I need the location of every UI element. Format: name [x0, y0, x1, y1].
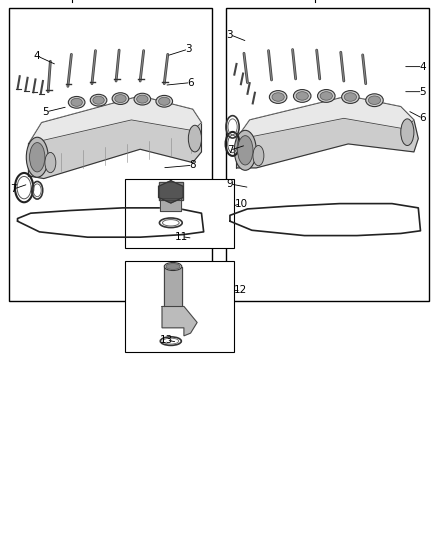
Text: 4: 4 — [419, 62, 426, 71]
Ellipse shape — [272, 93, 284, 101]
Polygon shape — [159, 182, 183, 200]
Polygon shape — [28, 96, 201, 144]
Text: 5: 5 — [42, 107, 49, 117]
Text: 11: 11 — [175, 232, 188, 241]
Text: 6: 6 — [419, 114, 426, 123]
Text: 10: 10 — [234, 199, 247, 208]
Bar — [9, 8, 212, 301]
Polygon shape — [159, 181, 183, 203]
Text: 7: 7 — [10, 184, 17, 194]
Ellipse shape — [45, 152, 56, 173]
Ellipse shape — [401, 119, 414, 146]
Bar — [125, 261, 234, 352]
Ellipse shape — [115, 95, 126, 102]
Polygon shape — [160, 198, 181, 211]
Text: 13: 13 — [160, 335, 173, 345]
Ellipse shape — [164, 263, 182, 271]
Text: 3: 3 — [185, 44, 192, 54]
Ellipse shape — [188, 125, 201, 152]
Ellipse shape — [93, 96, 104, 104]
Ellipse shape — [234, 131, 256, 171]
Ellipse shape — [134, 93, 151, 105]
Ellipse shape — [159, 97, 170, 106]
Polygon shape — [237, 96, 418, 168]
Polygon shape — [162, 306, 197, 336]
Polygon shape — [164, 266, 182, 306]
Bar — [226, 8, 429, 301]
Ellipse shape — [253, 146, 264, 166]
Ellipse shape — [344, 93, 357, 101]
Ellipse shape — [137, 95, 148, 103]
Ellipse shape — [237, 136, 253, 165]
Ellipse shape — [342, 91, 359, 103]
Polygon shape — [28, 96, 201, 179]
Text: 5: 5 — [419, 87, 426, 96]
Ellipse shape — [320, 92, 332, 100]
Text: 3: 3 — [226, 30, 233, 39]
Ellipse shape — [296, 92, 308, 100]
Ellipse shape — [68, 96, 85, 108]
Text: 6: 6 — [187, 78, 194, 87]
Text: 9: 9 — [226, 179, 233, 189]
Text: 12: 12 — [234, 286, 247, 295]
Text: 7: 7 — [226, 146, 233, 155]
Ellipse shape — [112, 93, 129, 104]
Ellipse shape — [26, 137, 48, 177]
Ellipse shape — [366, 94, 383, 107]
Ellipse shape — [90, 94, 107, 106]
Text: 4: 4 — [34, 51, 41, 61]
Ellipse shape — [166, 263, 180, 270]
Ellipse shape — [269, 91, 287, 103]
Bar — [125, 179, 234, 248]
Ellipse shape — [293, 90, 311, 102]
Ellipse shape — [30, 142, 45, 172]
Polygon shape — [237, 96, 414, 139]
Ellipse shape — [318, 90, 335, 102]
Ellipse shape — [156, 95, 173, 107]
Ellipse shape — [71, 98, 82, 106]
Text: 8: 8 — [189, 160, 196, 170]
Ellipse shape — [368, 96, 381, 104]
